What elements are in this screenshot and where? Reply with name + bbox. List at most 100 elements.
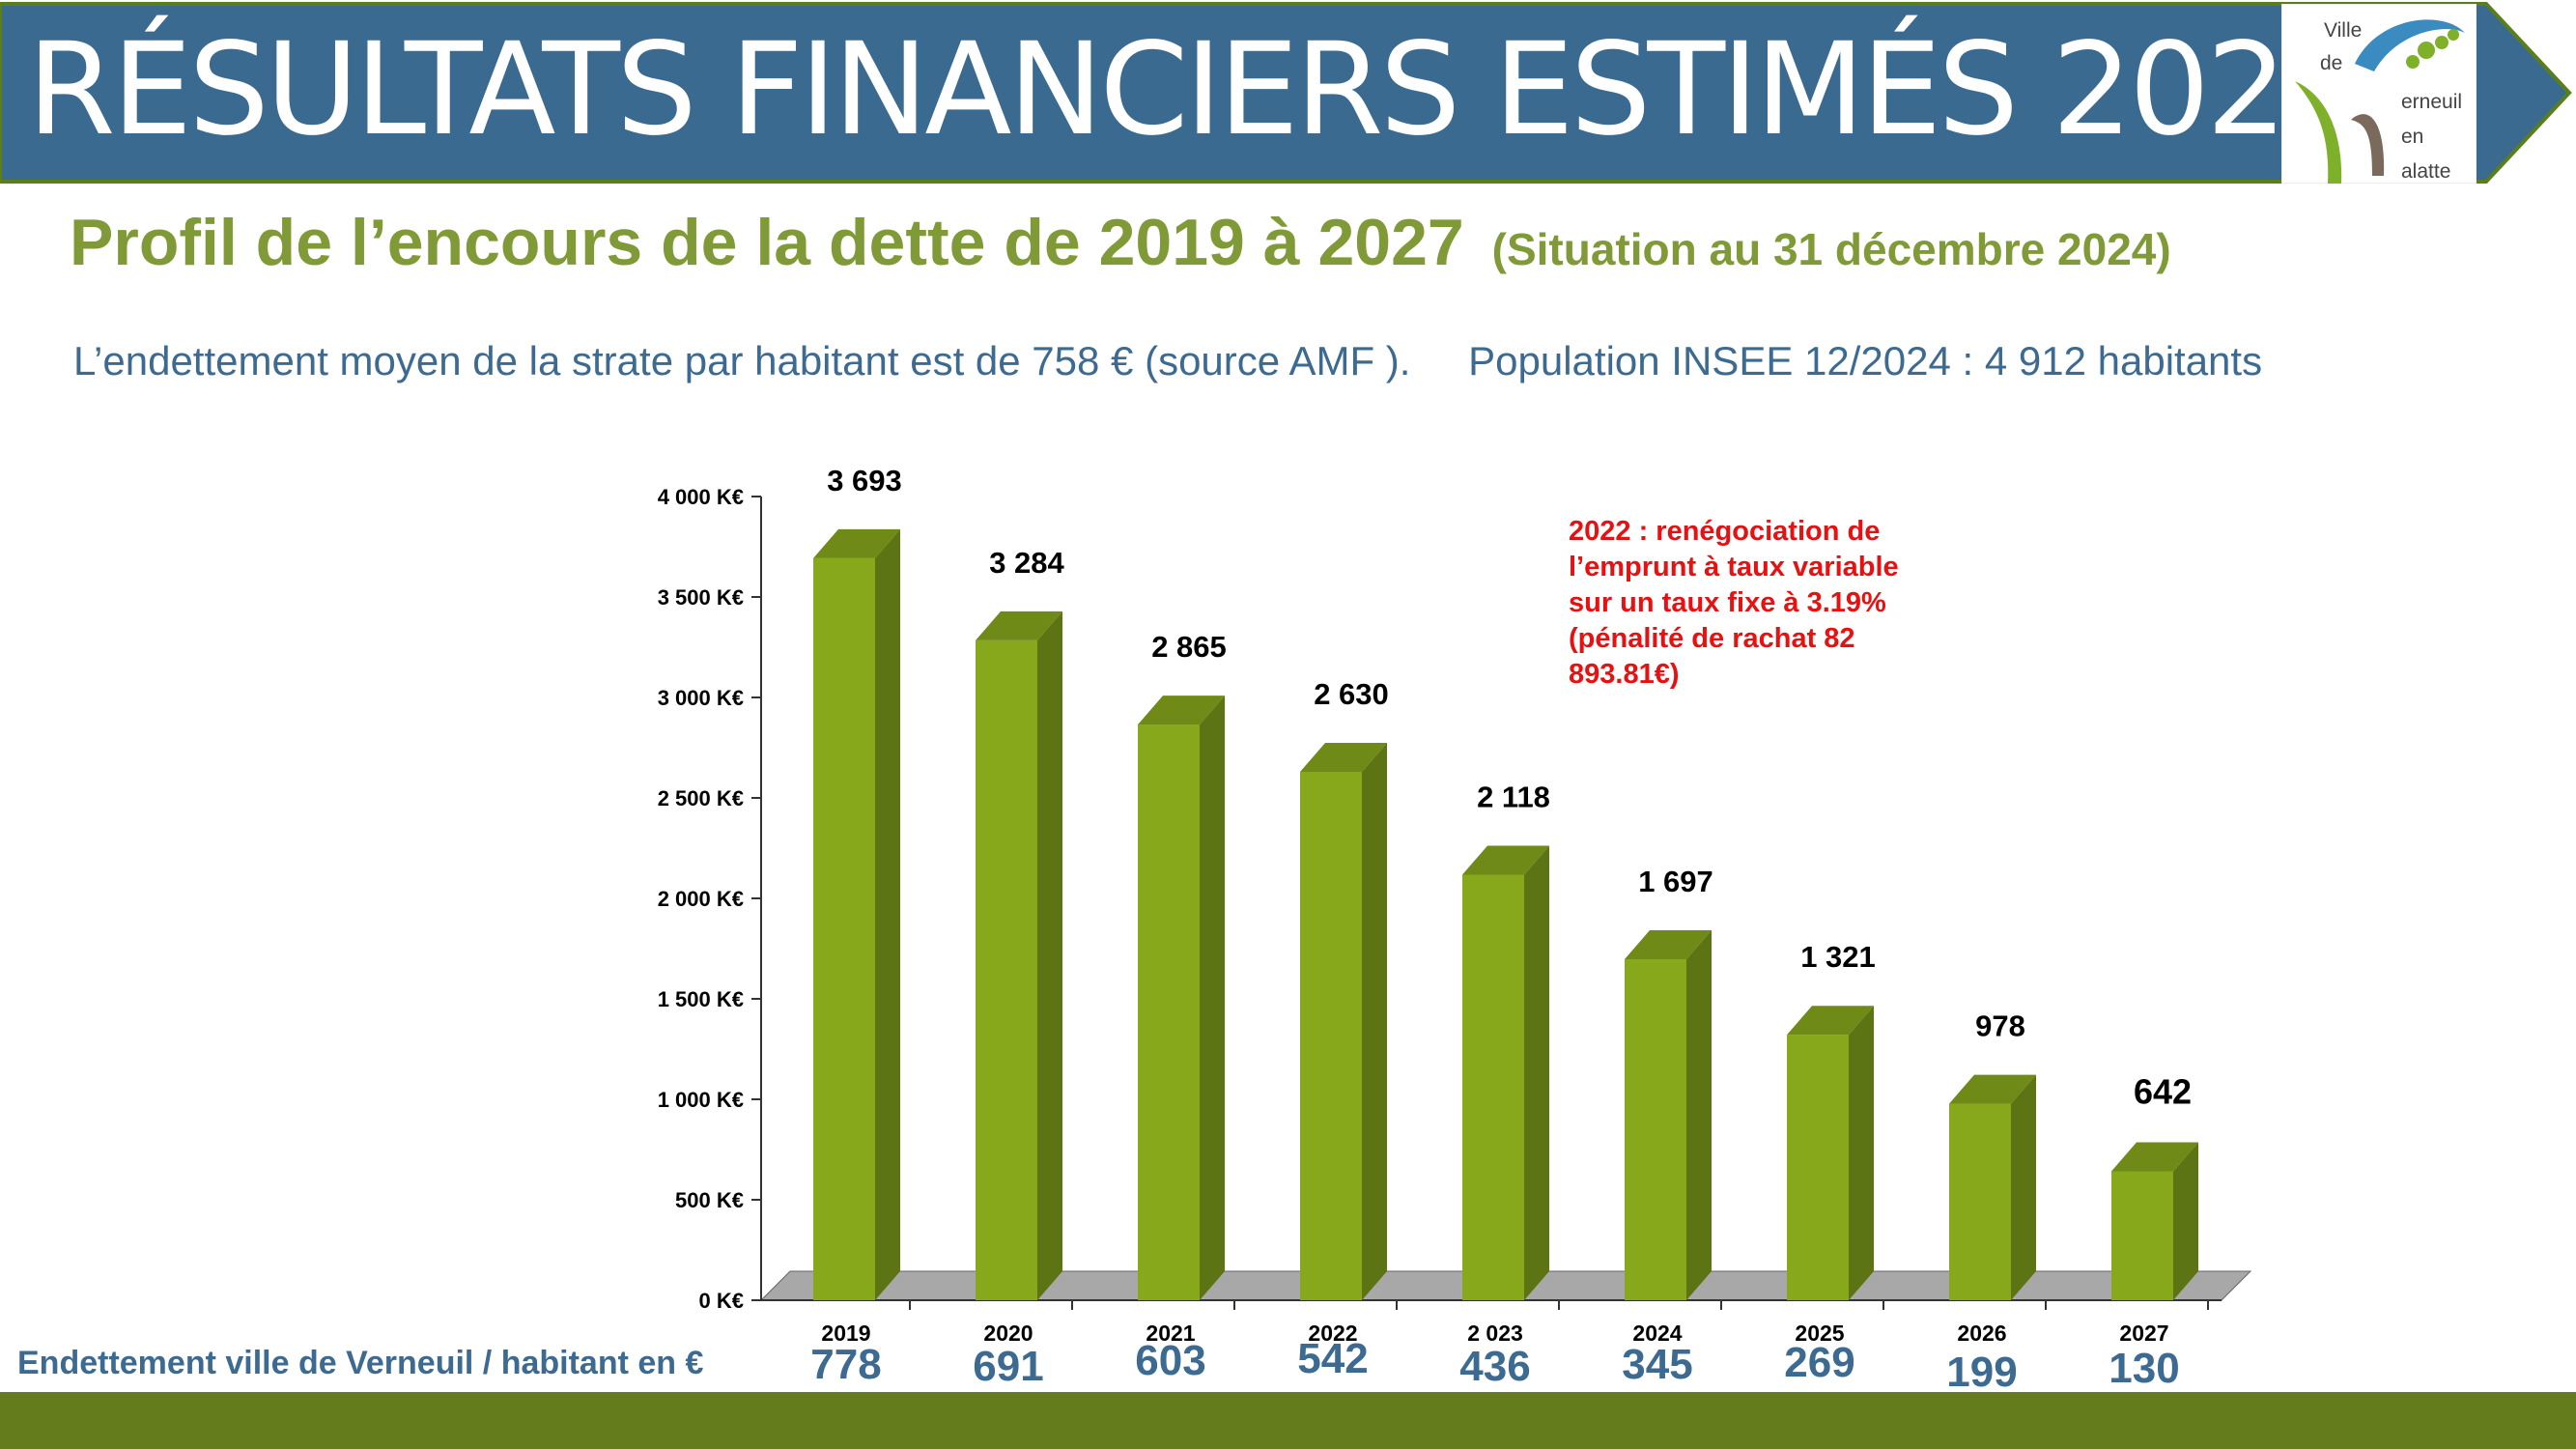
y-tick-label: 3 000 K€	[658, 686, 744, 710]
debt-bar-chart: 0 K€ 500 K€ 1 000 K€ 1 500 K€ 2 000 K€ 2 500 …	[658, 464, 2252, 1346]
bar-top	[1138, 696, 1225, 725]
info-line: L’endettement moyen de la strate par hab…	[73, 338, 2262, 384]
y-tick-label: 2 000 K€	[658, 887, 744, 911]
bar-top	[813, 528, 900, 558]
bar-side	[1686, 930, 1712, 1300]
annotation-line: sur un taux fixe à 3.19%	[1569, 587, 1886, 618]
x-tick-label: 2019	[821, 1321, 870, 1346]
bar-side	[1200, 696, 1225, 1300]
bar-top	[1949, 1074, 2036, 1104]
x-tick-label: 2025	[1795, 1321, 1844, 1346]
bar-front	[813, 557, 875, 1300]
renegotiation-annotation: 2022 : renégociation de l’emprunt à taux…	[1569, 514, 1994, 693]
annotation-line: (pénalité de rachat 82	[1569, 623, 1855, 654]
bar	[813, 528, 900, 1300]
bar-top	[1300, 742, 1387, 772]
bar	[1787, 1006, 1874, 1300]
annotation-line: l’emprunt à taux variable	[1569, 552, 1899, 582]
y-tick-label: 3 500 K€	[658, 585, 744, 610]
y-tick-label: 2 500 K€	[658, 786, 744, 810]
x-tick-label: 2022	[1308, 1321, 1357, 1346]
value-labels: 3 693 3 284 2 865 2 630 2 118 1 697 1 321 978 64…	[827, 464, 2192, 1112]
y-tick-label: 1 000 K€	[658, 1088, 744, 1112]
bar	[1625, 930, 1712, 1300]
value-label: 978	[1975, 1009, 2025, 1043]
per-habitant-label: Endettement ville de Verneuil / habitant…	[17, 1345, 704, 1381]
value-label: 1 697	[1638, 865, 1713, 898]
per-habitant-value: 542	[1297, 1335, 1369, 1382]
bar	[1300, 742, 1387, 1300]
bar-side	[1849, 1006, 1874, 1300]
bar	[976, 611, 1062, 1300]
bar-top	[1625, 930, 1712, 960]
logo-text-en: en	[2401, 126, 2423, 148]
per-habitant-value: 691	[973, 1343, 1044, 1390]
bar	[1138, 696, 1225, 1300]
value-label: 2 630	[1314, 677, 1389, 711]
bar-front	[976, 639, 1037, 1300]
logo-blue-arc	[2355, 19, 2465, 71]
per-habitant-value: 130	[2109, 1345, 2180, 1392]
value-label: 2 118	[1477, 780, 1550, 813]
logo-text-verneuil: erneuil	[2401, 91, 2462, 113]
value-label: 2 865	[1151, 630, 1227, 664]
per-habitant-value: 269	[1784, 1339, 1855, 1386]
strate-average-text: L’endettement moyen de la strate par hab…	[73, 338, 1411, 384]
bar-front	[1462, 874, 1524, 1300]
title-banner	[0, 2, 2572, 184]
bar-front	[2111, 1171, 2173, 1300]
logo-brown-stem	[2351, 114, 2385, 176]
x-axis: 2019 2020 2021 2022 2 023 2024 2025 2026 2027	[821, 1300, 2209, 1346]
x-tick-label: 2 023	[1467, 1321, 1523, 1346]
bar-front	[1787, 1035, 1849, 1300]
per-habitant-value: 436	[1459, 1343, 1531, 1390]
bar-top	[1462, 845, 1549, 875]
logo-text-ville: Ville	[2324, 19, 2362, 42]
per-habitant-value: 603	[1135, 1337, 1206, 1384]
y-tick-label: 4 000 K€	[658, 485, 744, 509]
bar-side	[2011, 1074, 2036, 1300]
per-habitant-value: 199	[1946, 1349, 2018, 1396]
logo-text-de: de	[2320, 52, 2342, 74]
bar-side	[2173, 1142, 2198, 1300]
bar-top	[2111, 1142, 2198, 1172]
banner-arrow	[0, 2, 2572, 184]
town-logo: Ville de erneuil en alatte	[2281, 4, 2477, 184]
bar	[1462, 845, 1549, 1300]
y-tick-label: 500 K€	[675, 1188, 744, 1212]
x-tick-label: 2024	[1632, 1321, 1682, 1346]
subtitle-note: (Situation au 31 décembre 2024)	[1491, 224, 2171, 274]
bar-side	[1037, 611, 1062, 1300]
value-label: 3 693	[827, 464, 902, 497]
bar	[2111, 1142, 2198, 1300]
per-habitant-value: 345	[1622, 1341, 1693, 1388]
bar-front	[1300, 771, 1362, 1300]
bar-top	[1787, 1006, 1874, 1036]
y-tick-label: 1 500 K€	[658, 987, 744, 1011]
logo-text-halatte: alatte	[2401, 160, 2450, 183]
logo-green-leaf	[2295, 81, 2342, 184]
bar-side	[875, 528, 900, 1300]
annotation-line: 893.81€)	[1569, 659, 1680, 690]
bar	[1949, 1074, 2036, 1300]
bar-front	[1949, 1103, 2011, 1300]
bar-front	[1625, 959, 1686, 1300]
page-title: RÉSULTATS FINANCIERS ESTIMÉS 2024	[27, 15, 2364, 164]
subtitle: Profil de l’encours de la dette de 2019 …	[70, 205, 2171, 280]
y-tick-label: 0 K€	[699, 1289, 744, 1313]
x-tick-label: 2020	[983, 1321, 1033, 1346]
y-axis: 0 K€ 500 K€ 1 000 K€ 1 500 K€ 2 000 K€ 2 500 …	[658, 485, 761, 1313]
x-tick-label: 2026	[1957, 1321, 2006, 1346]
bar-top	[976, 611, 1062, 640]
footer-bar	[0, 1392, 2576, 1449]
subtitle-main: Profil de l’encours de la dette de 2019 …	[70, 206, 1464, 279]
bar-side	[1524, 845, 1549, 1300]
annotation-line: 2022 : renégociation de	[1569, 516, 1881, 547]
bars	[813, 528, 2198, 1300]
bar-front	[1138, 724, 1200, 1300]
value-label: 1 321	[1800, 940, 1876, 974]
population-text: Population INSEE 12/2024 : 4 912 habitan…	[1468, 338, 2263, 384]
x-tick-label: 2021	[1146, 1321, 1195, 1346]
value-label: 642	[2134, 1071, 2192, 1111]
bar-side	[1362, 742, 1387, 1300]
